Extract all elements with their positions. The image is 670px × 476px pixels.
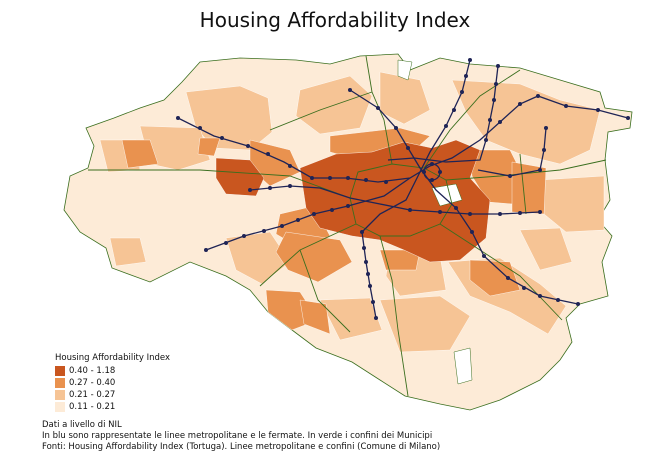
class-0.40-1.18-zones (215, 139, 491, 263)
legend-item: 0.27 - 0.40 (55, 377, 170, 389)
note-line: Fonti: Housing Affordability Index (Tort… (42, 442, 441, 452)
no-data-areas (397, 59, 473, 385)
legend-title: Housing Affordability Index (55, 353, 171, 363)
note-line: In blu sono rappresentate le linee metro… (42, 431, 433, 441)
legend-item: 0.11 - 0.21 (55, 401, 170, 413)
legend-label: 0.27 - 0.40 (69, 378, 116, 388)
metro-lines (177, 59, 629, 319)
legend-label: 0.40 - 1.18 (69, 366, 116, 376)
legend-swatch (55, 390, 65, 400)
note-line: Dati a livello di NIL (42, 420, 122, 430)
map-notes: Dati a livello di NIL In blu sono rappre… (42, 420, 440, 453)
legend-item: 0.21 - 0.27 (55, 389, 170, 401)
legend-label: 0.21 - 0.27 (69, 390, 116, 400)
legend-label: 0.11 - 0.21 (69, 402, 116, 412)
metro-line-m1-west (177, 95, 629, 183)
metro-line-m2 (361, 59, 471, 319)
metro-line-m3 (349, 89, 579, 305)
legend-swatch (55, 402, 65, 412)
map-legend: Housing Affordability Index 0.40 - 1.18 … (55, 352, 170, 413)
legend-item: 0.40 - 1.18 (55, 365, 170, 377)
municipi-borders (88, 55, 607, 397)
map-title: Housing Affordability Index (199, 8, 471, 32)
legend-swatch (55, 366, 65, 376)
metro-stops (176, 58, 630, 320)
legend-swatch (55, 378, 65, 388)
metro-line-m4 (249, 185, 541, 215)
